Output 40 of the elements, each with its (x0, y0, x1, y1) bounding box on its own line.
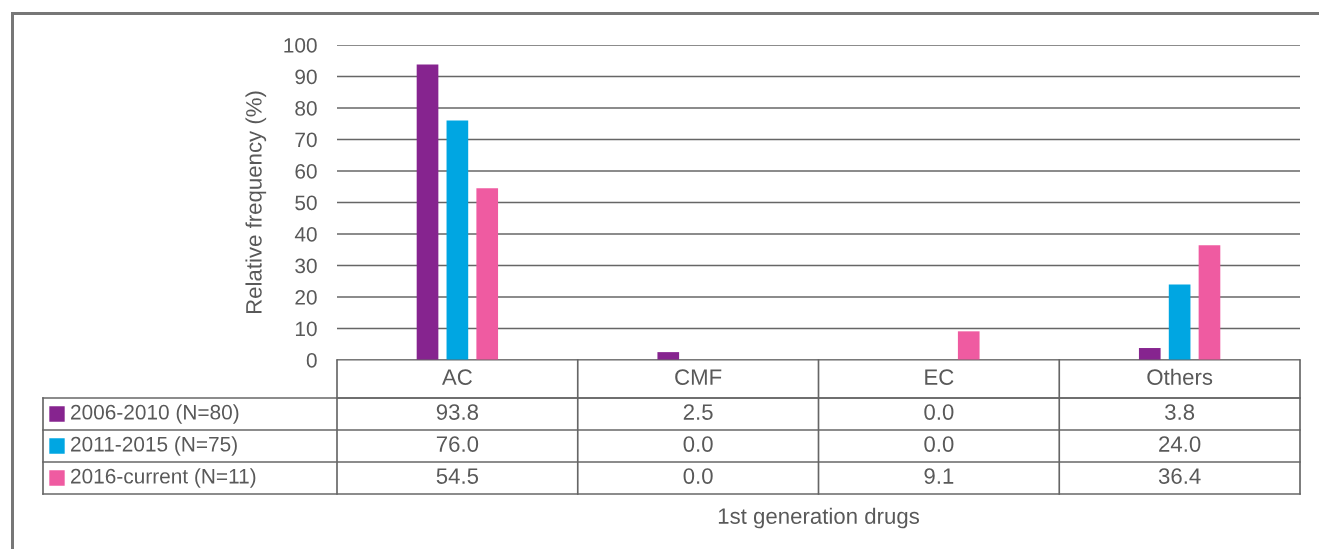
y-tick-label: 90 (295, 69, 317, 85)
bar (1168, 284, 1191, 360)
bar (476, 188, 499, 360)
data-label: 2.5 (683, 404, 713, 420)
bar (1138, 348, 1161, 360)
bar (657, 352, 680, 360)
data-label: 93.8 (436, 404, 479, 420)
data-label: 76.0 (436, 436, 479, 452)
bar (1198, 245, 1221, 360)
y-tick-label: 60 (295, 164, 317, 179)
y-tick-label: 40 (294, 227, 317, 242)
text: 1st generation drugs (718, 507, 920, 529)
data-label: 9.1 (924, 468, 954, 484)
y-axis-title: Relative frequency (%) (245, 91, 267, 314)
bar (416, 64, 439, 360)
x-tick-label: Others (1147, 368, 1213, 385)
data-label: 36.4 (1158, 468, 1201, 484)
x-tick-label: EC (925, 369, 954, 385)
legend-label: 2016-current (N=11) (71, 468, 256, 488)
data-label: 0.0 (683, 436, 713, 452)
legend-label: 2011-2015 (N=75) (71, 436, 237, 456)
bar (957, 331, 980, 360)
data-label: 0.0 (924, 404, 954, 420)
y-tick-label: 50 (295, 195, 317, 211)
bar (446, 120, 469, 360)
y-tick-label: 80 (295, 101, 317, 116)
y-tick-label: 70 (295, 132, 317, 148)
data-label: 54.5 (436, 468, 479, 484)
data-label: 24.0 (1159, 436, 1201, 452)
y-tick-label: 0 (306, 353, 317, 368)
y-tick-label: 10 (295, 321, 317, 337)
x-tick-label: CMF (675, 369, 722, 385)
data-label: 0.0 (924, 436, 954, 452)
data-label: 3.8 (1165, 404, 1195, 420)
y-tick-label: 20 (295, 290, 317, 305)
data-label: 0.0 (683, 468, 713, 484)
y-tick-label: 30 (295, 258, 317, 274)
legend-label: 2006-2010 (N=80) (71, 404, 239, 424)
x-tick-label: AC (441, 369, 472, 385)
y-tick-label: 100 (284, 38, 317, 53)
